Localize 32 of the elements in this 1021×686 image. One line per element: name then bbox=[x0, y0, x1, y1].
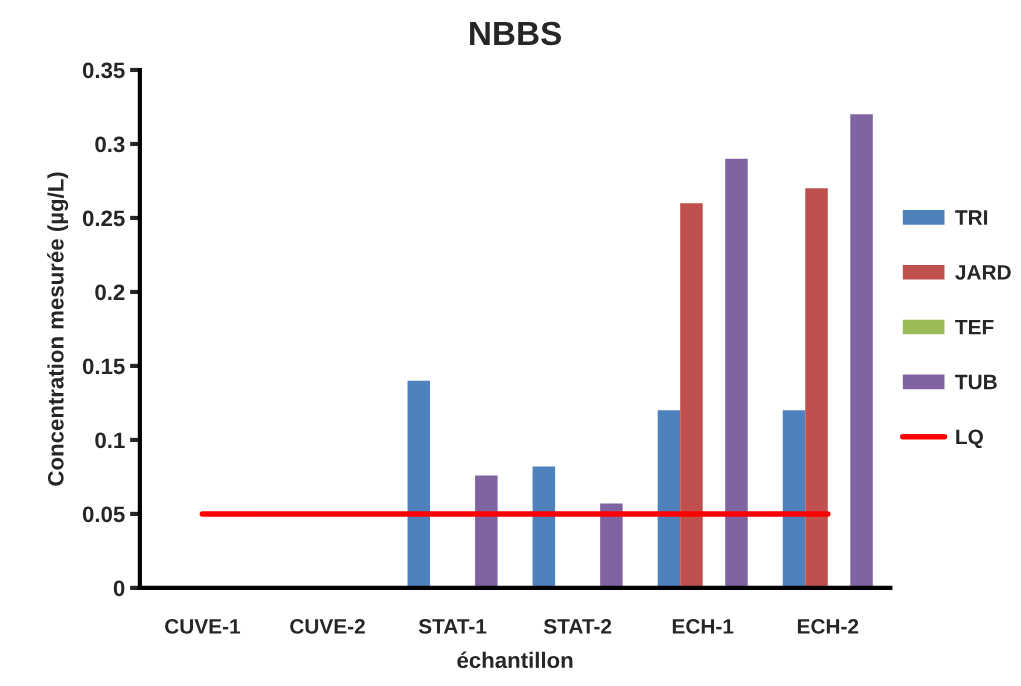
bar bbox=[475, 475, 498, 588]
bar bbox=[407, 380, 431, 588]
legend-label: TUB bbox=[955, 374, 997, 390]
bar bbox=[657, 410, 681, 588]
y-tick-label: 0.35 bbox=[82, 62, 125, 79]
x-axis-title: échantillon bbox=[457, 651, 573, 669]
bar bbox=[782, 410, 806, 588]
bar bbox=[600, 503, 623, 588]
legend-label: TEF bbox=[955, 319, 994, 335]
bar bbox=[532, 466, 556, 588]
chart-title: NBBS bbox=[470, 21, 562, 46]
y-tick-label: 0.2 bbox=[95, 284, 125, 301]
bar bbox=[725, 158, 748, 588]
x-tick-label: CUVE-1 bbox=[165, 619, 241, 634]
y-axis-title: Concentration mesurée (µg/L) bbox=[47, 172, 69, 486]
y-tick-label: 0.1 bbox=[95, 432, 125, 449]
y-tick-label: 0.15 bbox=[82, 358, 125, 375]
bar bbox=[680, 203, 703, 588]
x-tick-label: ECH-2 bbox=[797, 619, 859, 634]
legend-label: TRI bbox=[955, 210, 988, 225]
bar bbox=[805, 188, 828, 588]
x-tick-label: CUVE-2 bbox=[290, 619, 365, 634]
legend-label: JARD bbox=[955, 265, 1011, 280]
x-tick-label: STAT-2 bbox=[543, 619, 612, 634]
y-tick-label: 0.05 bbox=[82, 506, 125, 523]
x-tick-label: ECH-1 bbox=[672, 619, 734, 634]
y-tick-label: 0.25 bbox=[82, 210, 125, 227]
bar bbox=[850, 114, 873, 588]
y-tick-label: 0.3 bbox=[95, 136, 125, 153]
x-tick-label: STAT-1 bbox=[418, 619, 487, 634]
legend-label: LQ bbox=[956, 429, 983, 449]
y-tick-label: 0 bbox=[113, 580, 125, 597]
